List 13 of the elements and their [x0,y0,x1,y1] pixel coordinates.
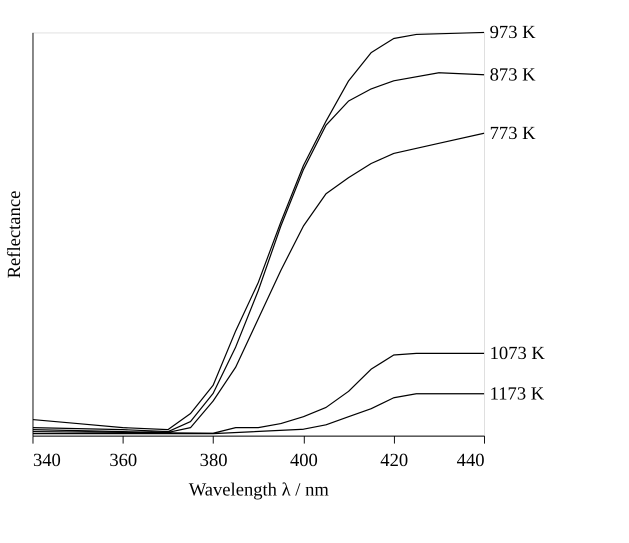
series-label: 973 K [490,22,536,44]
series-label: 1073 K [490,342,546,364]
x-tick-label: 420 [380,450,408,471]
series-label: 873 K [490,64,536,86]
x-axis-title: Wavelength λ / nm [188,480,330,501]
y-axis-title: Reflectance [4,190,25,278]
x-tick-label: 400 [290,450,318,471]
series-label: 1173 K [490,383,545,404]
x-tick-label: 340 [32,450,61,471]
series-label: 773 K [490,122,536,144]
x-tick-label: 440 [456,450,485,471]
x-tick-label: 360 [109,450,138,471]
x-tick-label: 380 [200,450,228,471]
